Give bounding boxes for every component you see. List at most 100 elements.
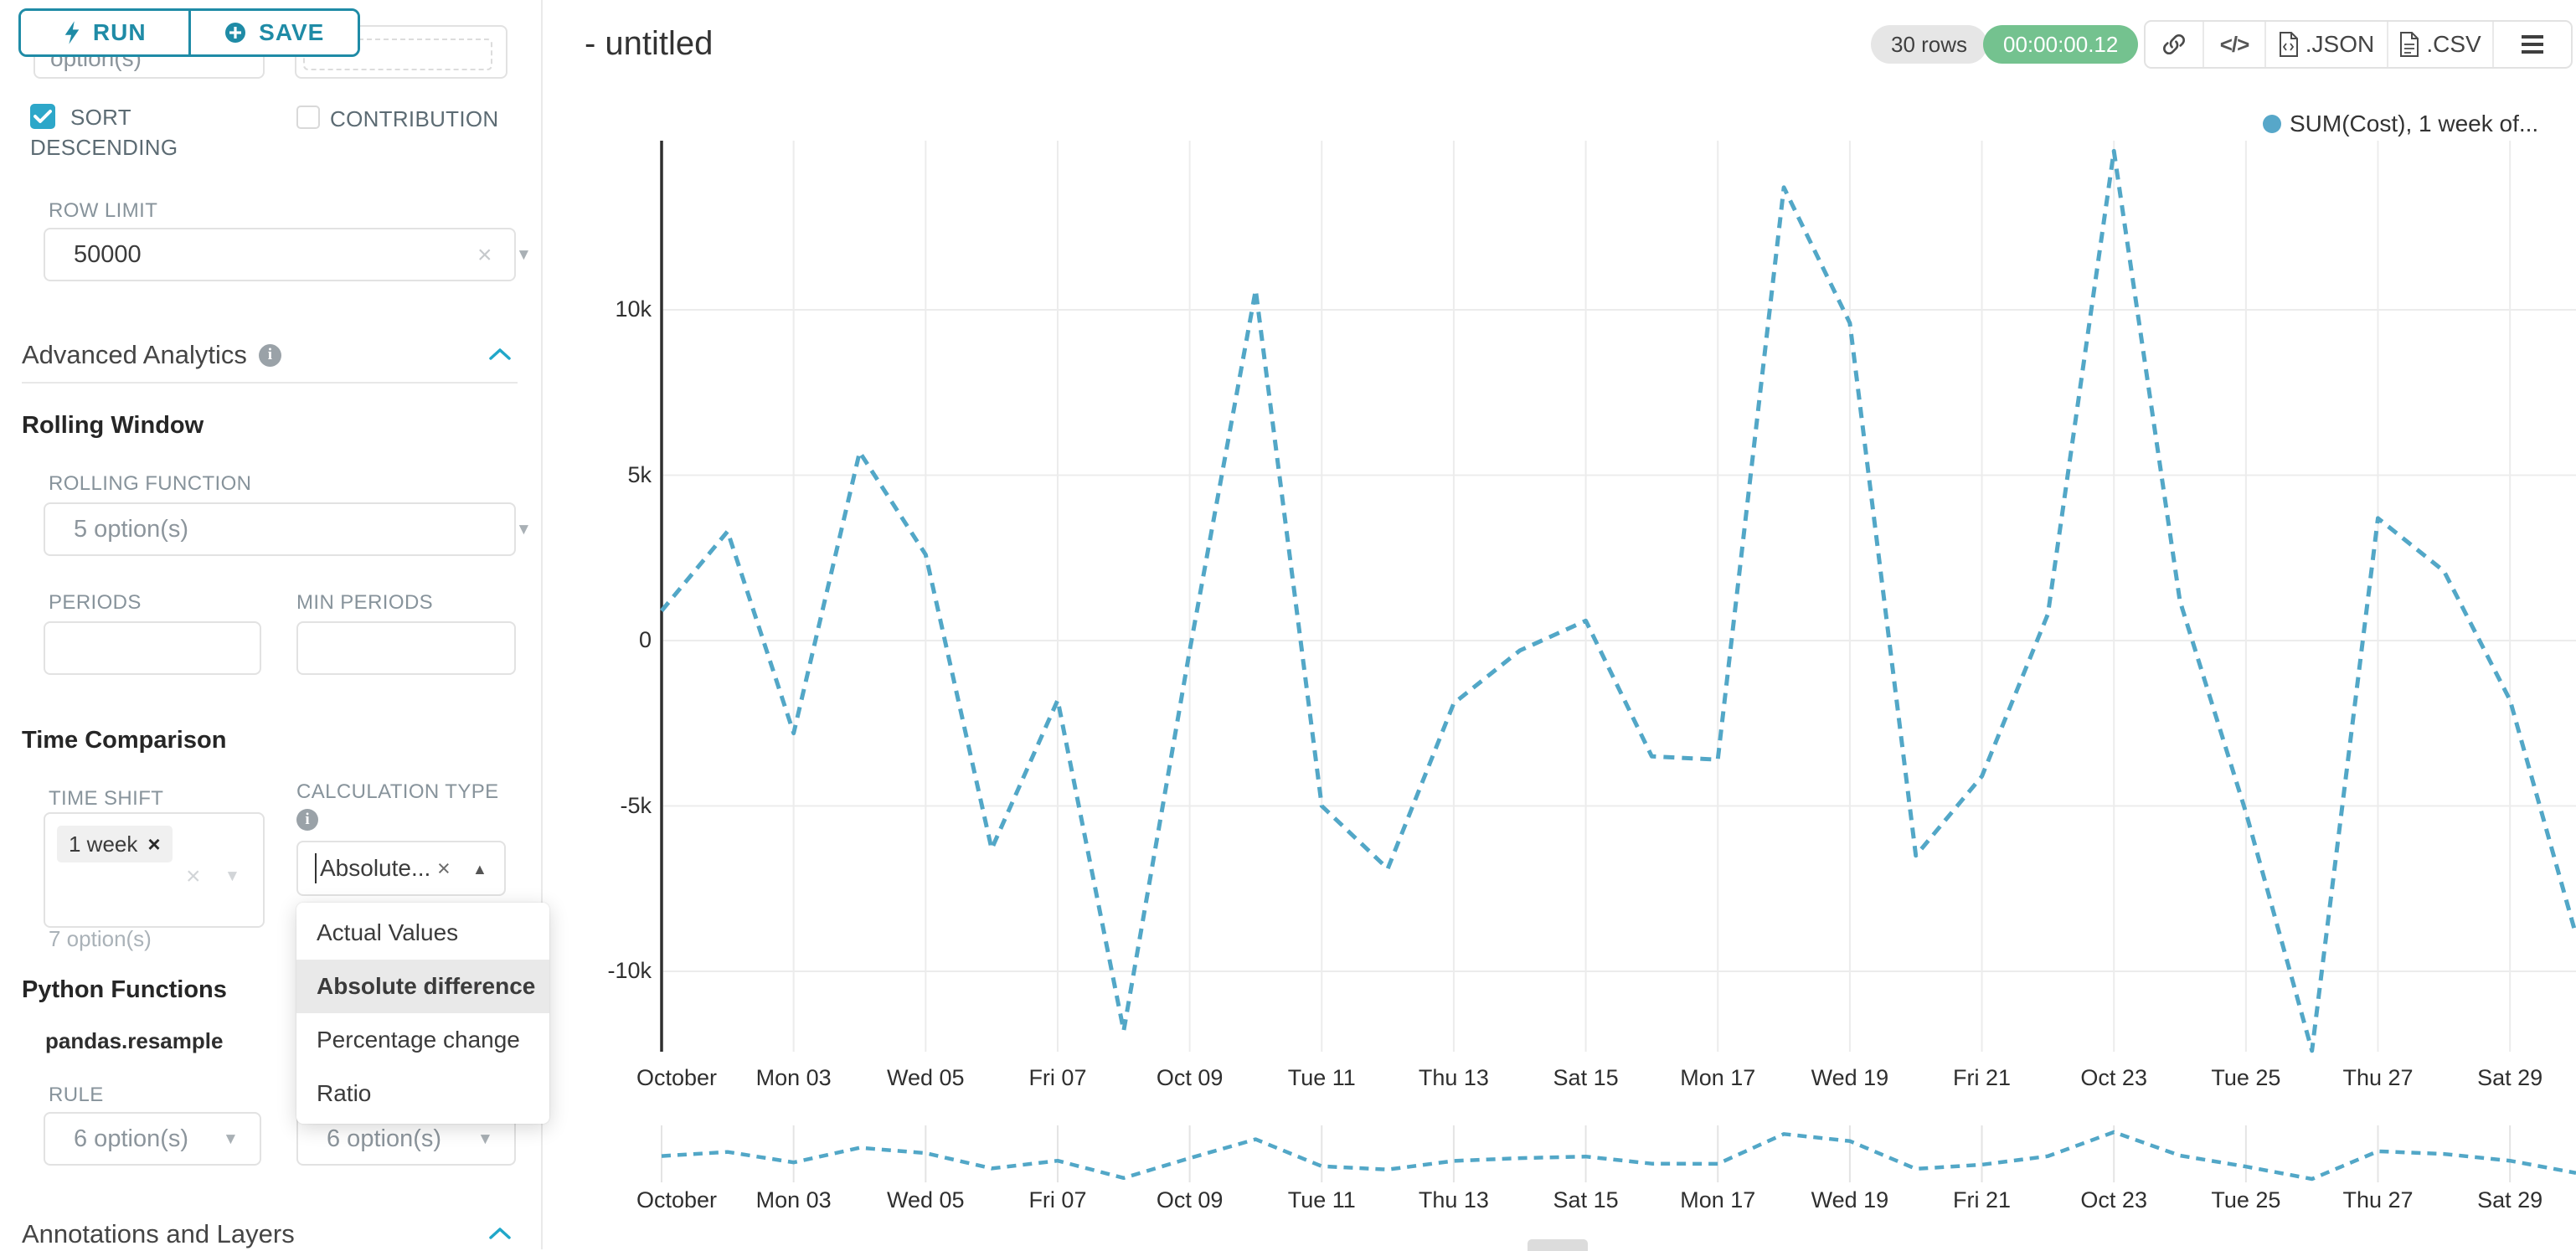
time-shift-helper: 7 option(s) <box>49 926 152 951</box>
chevron-down-icon: ▼ <box>224 867 240 885</box>
info-icon: i <box>258 343 281 367</box>
row-limit-value: 50000 <box>74 240 142 268</box>
rolling-function-select[interactable]: 5 option(s) ▼ <box>44 502 532 556</box>
x-tick-label: October <box>636 1065 718 1090</box>
export-csv-button[interactable]: .CSV <box>2388 22 2494 67</box>
run-save-button-group: RUN SAVE <box>18 8 360 57</box>
advanced-analytics-title: Advanced Analytics <box>22 340 247 369</box>
chart-menu-button[interactable] <box>2494 22 2571 67</box>
x-tick-label: Oct 09 <box>1156 1187 1224 1212</box>
row-count-badge: 30 rows <box>1871 25 1988 64</box>
export-csv-label: .CSV <box>2426 31 2481 57</box>
x-tick-label: Thu 13 <box>1418 1187 1489 1212</box>
chevron-down-icon: ▼ <box>516 246 532 264</box>
chevron-down-icon: ▼ <box>223 1130 239 1148</box>
legend-dot-icon <box>2263 115 2281 133</box>
chevron-up-icon[interactable] <box>487 1226 513 1241</box>
x-tick-label: Mon 03 <box>755 1065 832 1090</box>
section-divider <box>22 382 518 384</box>
hamburger-icon <box>2522 35 2543 39</box>
info-icon: i <box>296 809 318 831</box>
x-tick-label: Oct 23 <box>2080 1187 2147 1212</box>
x-tick-label: Wed 19 <box>1811 1065 1889 1090</box>
x-tick-label: Wed 19 <box>1811 1187 1889 1212</box>
calculation-type-label: CALCULATION TYPE <box>296 780 499 803</box>
clear-icon[interactable]: × <box>186 862 201 890</box>
rule-select[interactable]: 6 option(s) ▼ <box>44 1112 261 1166</box>
dropdown-option[interactable]: Ratio <box>317 1080 372 1106</box>
x-tick-label: Mon 03 <box>755 1187 832 1212</box>
pandas-resample-label: pandas.resample <box>45 1028 224 1053</box>
sort-descending-checkbox[interactable] <box>30 104 55 129</box>
annotations-title: Annotations and Layers <box>22 1219 295 1248</box>
dropdown-option[interactable]: Percentage change <box>317 1027 520 1053</box>
chevron-down-icon: ▼ <box>516 521 532 538</box>
x-tick-label: Sat 15 <box>1553 1065 1619 1090</box>
x-tick-label: Thu 13 <box>1418 1065 1489 1090</box>
series-line[interactable] <box>660 148 2576 1053</box>
dropdown-option[interactable]: Absolute difference <box>296 960 549 1013</box>
x-tick-label: Wed 05 <box>887 1065 965 1090</box>
contribution-checkbox[interactable] <box>296 106 320 129</box>
chevron-up-icon[interactable] <box>487 347 513 362</box>
x-tick-label: Mon 17 <box>1680 1187 1756 1212</box>
min-periods-label: MIN PERIODS <box>296 591 434 614</box>
run-button[interactable]: RUN <box>21 11 191 54</box>
share-link-button[interactable] <box>2146 22 2204 67</box>
chart-title[interactable]: - untitled <box>585 25 714 62</box>
time-shift-chip[interactable]: 1 week × <box>57 826 173 862</box>
x-tick-label: Thu 27 <box>2342 1065 2414 1090</box>
row-limit-label: ROW LIMIT <box>49 199 158 222</box>
clear-icon[interactable]: × <box>437 856 451 881</box>
save-button-label: SAVE <box>259 19 325 45</box>
time-shift-select[interactable]: 1 week × × ▼ <box>44 812 265 928</box>
x-tick-label: October <box>636 1187 718 1212</box>
save-button[interactable]: SAVE <box>190 11 358 54</box>
embed-code-button[interactable]: </> <box>2204 22 2266 67</box>
y-tick-label: -10k <box>607 958 652 983</box>
time-shift-chip-label: 1 week <box>69 831 138 857</box>
x-tick-label: Tue 25 <box>2211 1187 2281 1212</box>
query-timer-badge: 00:00:00.12 <box>1983 25 2139 64</box>
file-code-icon <box>2279 32 2298 57</box>
python-functions-title: Python Functions <box>22 976 227 1003</box>
data-panel-drag-handle[interactable] <box>1528 1239 1588 1251</box>
legend-label: SUM(Cost), 1 week of... <box>2290 111 2539 136</box>
sort-descending-label: SORT DESCENDING <box>30 105 178 160</box>
periods-input[interactable] <box>44 621 261 675</box>
calculation-type-dropdown: Actual Values Absolute difference Percenta… <box>296 903 549 1124</box>
x-tick-label: Tue 11 <box>1287 1065 1356 1090</box>
rule-label: RULE <box>49 1084 104 1106</box>
chevron-up-filled-icon: ▲ <box>472 861 487 878</box>
link-icon <box>2163 34 2185 54</box>
file-text-icon <box>2400 32 2419 57</box>
x-tick-label: Thu 27 <box>2342 1187 2414 1212</box>
dropdown-option[interactable]: Actual Values <box>317 919 459 945</box>
x-tick-label: Fri 21 <box>1953 1187 2012 1212</box>
run-button-label: RUN <box>92 19 147 45</box>
rolling-window-title: Rolling Window <box>22 412 204 439</box>
calculation-type-select[interactable]: Absolute... × ▲ <box>296 841 506 896</box>
x-tick-label: Oct 23 <box>2080 1065 2147 1090</box>
text-cursor <box>315 853 317 883</box>
export-toolbar: </> .JSON .CSV <box>2144 20 2573 69</box>
x-tick-label: Sat 29 <box>2477 1065 2543 1090</box>
legend-item[interactable]: SUM(Cost), 1 week of... <box>2263 111 2538 137</box>
clear-icon[interactable]: × <box>477 241 492 269</box>
export-json-label: .JSON <box>2305 31 2375 57</box>
mini-chart-series-line[interactable] <box>661 1130 2576 1182</box>
rolling-function-label: ROLLING FUNCTION <box>49 472 252 495</box>
advanced-analytics-header[interactable]: Advanced Analytics i <box>22 340 281 370</box>
chevron-down-icon: ▼ <box>477 1130 493 1148</box>
calculation-type-value: Absolute... <box>320 855 431 881</box>
row-limit-select[interactable]: 50000 × ▼ <box>44 228 532 281</box>
min-periods-input[interactable] <box>296 621 516 675</box>
export-json-button[interactable]: .JSON <box>2266 22 2388 67</box>
rule2-placeholder: 6 option(s) <box>327 1125 442 1152</box>
panel-divider <box>541 0 543 1249</box>
y-tick-label: -5k <box>620 792 652 818</box>
y-tick-label: 0 <box>638 627 652 652</box>
code-icon: </> <box>2219 31 2250 57</box>
remove-chip-icon[interactable]: × <box>147 831 161 857</box>
